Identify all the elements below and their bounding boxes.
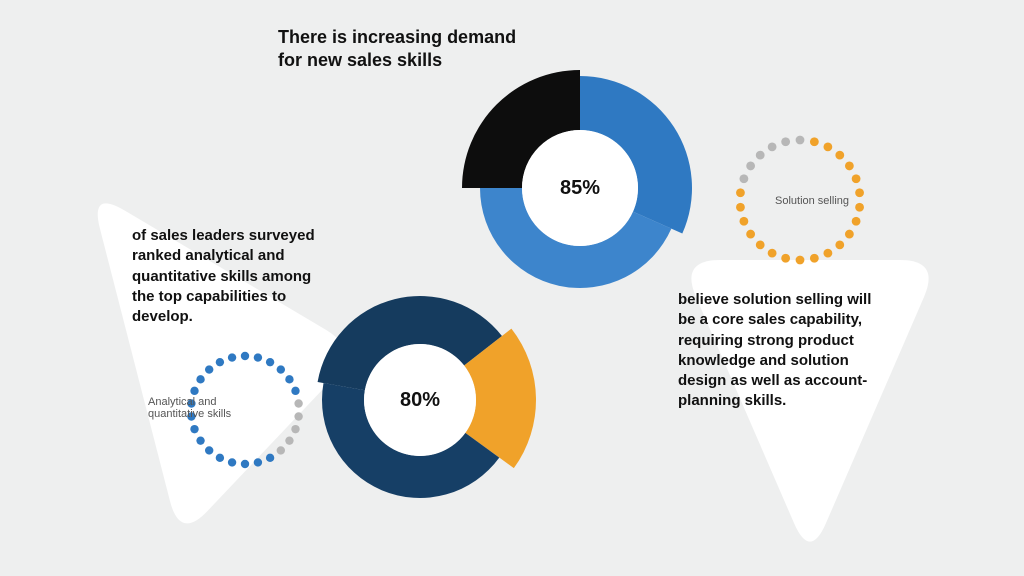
donut-analytical-skills-value: 80% [364, 344, 476, 456]
dotted-label-analytical: Analytical andquantitative skills [148, 396, 231, 420]
card-text-solution: believe solution selling willbe a core s… [678, 290, 871, 412]
page-title: There is increasing demandfor new sales … [278, 26, 516, 71]
card-text-analytical: of sales leaders surveyedranked analytic… [132, 226, 315, 327]
donut-solution-selling-value: 85% [522, 130, 638, 246]
infographic-canvas: 85% 80% There is increasing demandfor new … [0, 0, 1024, 576]
dotted-label-solution: Solution selling [775, 195, 849, 207]
